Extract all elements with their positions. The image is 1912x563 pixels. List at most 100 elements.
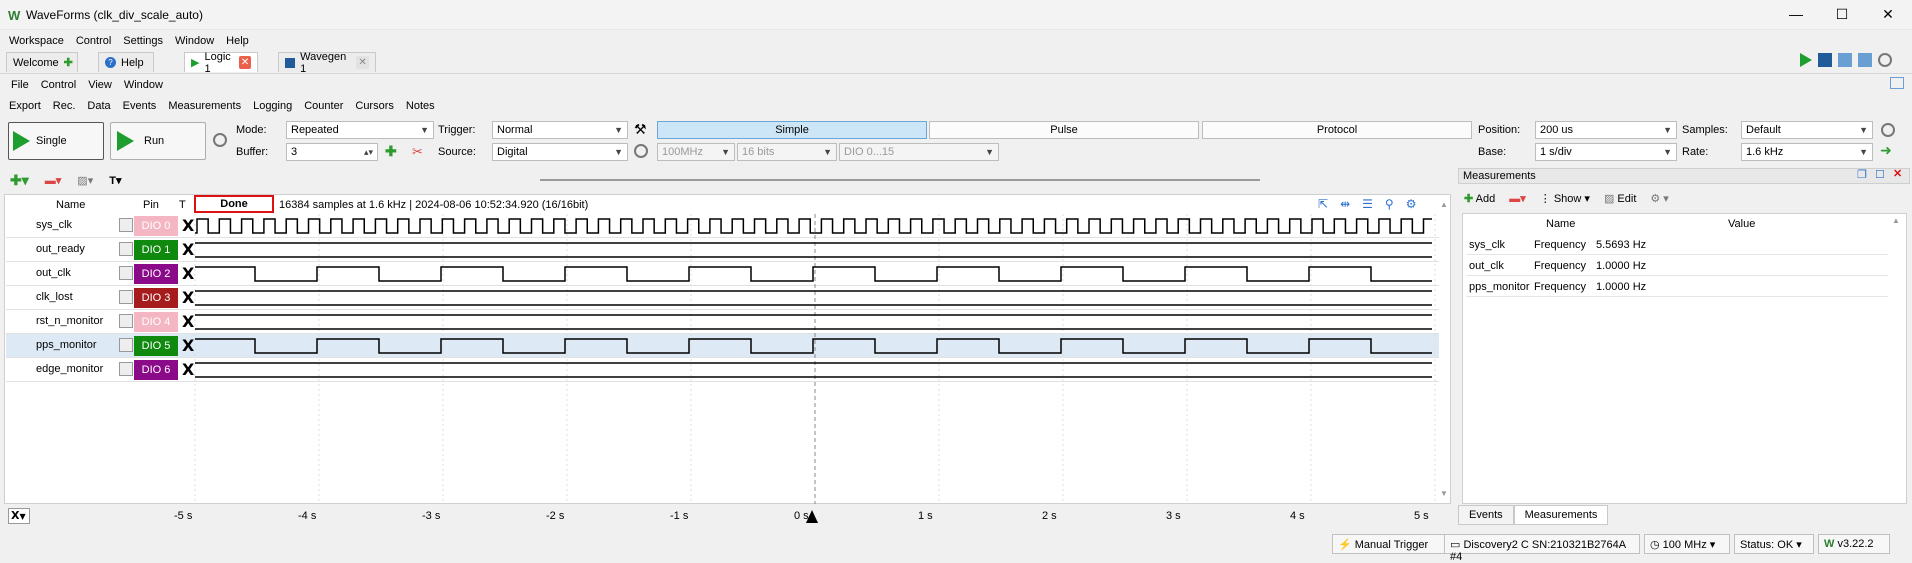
buffer-input[interactable]: 3 ▴▾ (286, 143, 378, 161)
time-settings-icon[interactable] (1881, 123, 1895, 137)
trigger-condition[interactable]: X (182, 312, 195, 331)
stop-all-icon[interactable] (1818, 53, 1832, 67)
hammer-icon[interactable]: ⚒ (634, 121, 647, 137)
menu-window[interactable]: Window (175, 35, 215, 47)
menu-workspace[interactable]: Workspace (9, 35, 64, 47)
trigger-select[interactable]: Normal ▼ (492, 121, 628, 139)
tab-welcome[interactable]: Welcome ✚ (6, 52, 78, 72)
submenu-rec[interactable]: Rec. (52, 100, 76, 112)
rate-select[interactable]: 1.6 kHz ▼ (1741, 143, 1873, 161)
channel-pin[interactable]: DIO 2 (134, 264, 178, 284)
add-channel-icon[interactable]: ✚▾ (10, 172, 29, 188)
plus-icon[interactable]: ✚ (63, 57, 73, 69)
tab-events[interactable]: Events (1458, 505, 1514, 525)
spin-icon[interactable]: ▴▾ (363, 146, 373, 157)
channel-edit-icon[interactable] (119, 242, 133, 256)
cursor-icon[interactable]: ⇱ (1318, 197, 1329, 211)
submenu-cursors[interactable]: Cursors (355, 100, 394, 112)
source-select[interactable]: Digital ▼ (492, 143, 628, 161)
trigger-condition[interactable]: X (182, 264, 195, 283)
restore-icon[interactable]: ❐ (1857, 169, 1867, 181)
logic-menu-file[interactable]: File (11, 79, 29, 91)
submenu-counter[interactable]: Counter (304, 100, 344, 112)
add-measurement-button[interactable]: ✚ Add (1464, 192, 1495, 205)
tab-help[interactable]: ? Help (98, 52, 154, 72)
measurements-scrollbar[interactable]: ▲ (1892, 216, 1900, 225)
clock-status[interactable]: ◷ 100 MHz ▾ (1644, 534, 1730, 554)
edit-button[interactable]: ▨ Edit (1604, 192, 1636, 205)
trigger-condition[interactable]: X (182, 216, 195, 235)
channel-pin[interactable]: DIO 1 (134, 240, 178, 260)
trigger-options-icon[interactable]: T▾ (109, 175, 122, 187)
logic-menu-control[interactable]: Control (40, 79, 77, 91)
channel-pin[interactable]: DIO 4 (134, 312, 178, 332)
trigger-protocol-tab[interactable]: Protocol (1202, 121, 1472, 139)
minimize-button[interactable]: — (1789, 6, 1803, 22)
tab-logic[interactable]: ▶ Logic 1 ✕ (184, 51, 258, 75)
scroll-indicator[interactable] (540, 179, 1260, 181)
remove-measurement-icon[interactable]: ▬▾ (1509, 193, 1526, 205)
base-select[interactable]: 1 s/div ▼ (1535, 143, 1677, 161)
tab-wavegen[interactable]: Wavegen 1 ✕ (278, 51, 376, 75)
mode-select[interactable]: Repeated ▼ (286, 121, 434, 139)
trigger-condition[interactable]: X (182, 288, 195, 307)
device-status[interactable]: ▭ Discovery2 C SN:210321B2764A #4 (1444, 534, 1640, 563)
submenu-data[interactable]: Data (87, 100, 111, 112)
remove-channel-icon[interactable]: ▬▾ (44, 175, 62, 187)
channel-pin[interactable]: DIO 5 (134, 336, 178, 356)
trigger-condition[interactable]: X (182, 360, 195, 379)
plot-settings-icon[interactable]: ⚙ (1405, 197, 1417, 211)
channel-pin[interactable]: DIO 3 (134, 288, 178, 308)
trigger-position-marker[interactable] (806, 510, 818, 523)
clear-buffer-icon[interactable]: ✂ (412, 144, 423, 159)
submenu-export[interactable]: Export (9, 100, 41, 112)
source-settings-icon[interactable] (634, 144, 648, 158)
gear-icon[interactable] (1878, 53, 1892, 67)
menu-control[interactable]: Control (75, 35, 112, 47)
trigger-condition[interactable]: X (182, 336, 195, 355)
position-select[interactable]: 200 us ▼ (1535, 121, 1677, 139)
menu-settings[interactable]: Settings (123, 35, 164, 47)
trigger-simple-tab[interactable]: Simple (657, 121, 927, 139)
submenu-events[interactable]: Events (122, 100, 157, 112)
close-button[interactable]: ✕ (1882, 6, 1894, 22)
layout-split-icon[interactable] (1858, 53, 1872, 67)
measurement-row[interactable]: sys_clk Frequency 5.5693 Hz (1466, 235, 1888, 255)
logic-menu-view[interactable]: View (88, 79, 112, 91)
maximize-button[interactable]: ☐ (1835, 6, 1849, 22)
bits-select[interactable]: 16 bits ▼ (737, 143, 837, 161)
samples-select[interactable]: Default ▼ (1741, 121, 1873, 139)
close-panel-icon[interactable]: ✕ (1893, 168, 1903, 180)
dock-icon[interactable] (1890, 77, 1904, 89)
channel-edit-icon[interactable] (119, 338, 133, 352)
status-indicator[interactable]: Status: OK ▾ (1734, 534, 1814, 554)
arrow-right-icon[interactable]: ➜ (1880, 142, 1892, 158)
channel-edit-icon[interactable] (119, 266, 133, 280)
layout-icon[interactable] (1838, 53, 1852, 67)
submenu-notes[interactable]: Notes (405, 100, 435, 112)
manual-trigger-button[interactable]: ⚡ Manual Trigger (1332, 534, 1448, 554)
run-all-icon[interactable] (1800, 53, 1812, 67)
channel-pin[interactable]: DIO 0 (134, 216, 178, 236)
measurement-row[interactable]: out_clk Frequency 1.0000 Hz (1466, 256, 1888, 276)
channel-edit-icon[interactable] (119, 362, 133, 376)
measurement-row[interactable]: pps_monitor Frequency 1.0000 Hz (1466, 277, 1888, 297)
single-button[interactable]: Single (8, 122, 104, 160)
version-indicator[interactable]: W v3.22.2 (1818, 534, 1890, 554)
maximize-panel-icon[interactable]: ☐ (1875, 169, 1885, 181)
close-tab-icon[interactable]: ✕ (356, 56, 369, 69)
close-tab-icon[interactable]: ✕ (239, 56, 251, 69)
sample-rate-select[interactable]: 100MHz ▼ (657, 143, 735, 161)
tab-measurements[interactable]: Measurements (1513, 505, 1609, 525)
measurement-settings-icon[interactable]: ⚙ ▾ (1650, 193, 1669, 205)
channel-edit-icon[interactable] (119, 218, 133, 232)
menu-help[interactable]: Help (226, 35, 249, 47)
show-button[interactable]: ⋮ Show ▾ (1539, 193, 1590, 205)
fit-icon[interactable]: ⇹ (1340, 197, 1351, 211)
run-button[interactable]: Run (110, 122, 206, 160)
